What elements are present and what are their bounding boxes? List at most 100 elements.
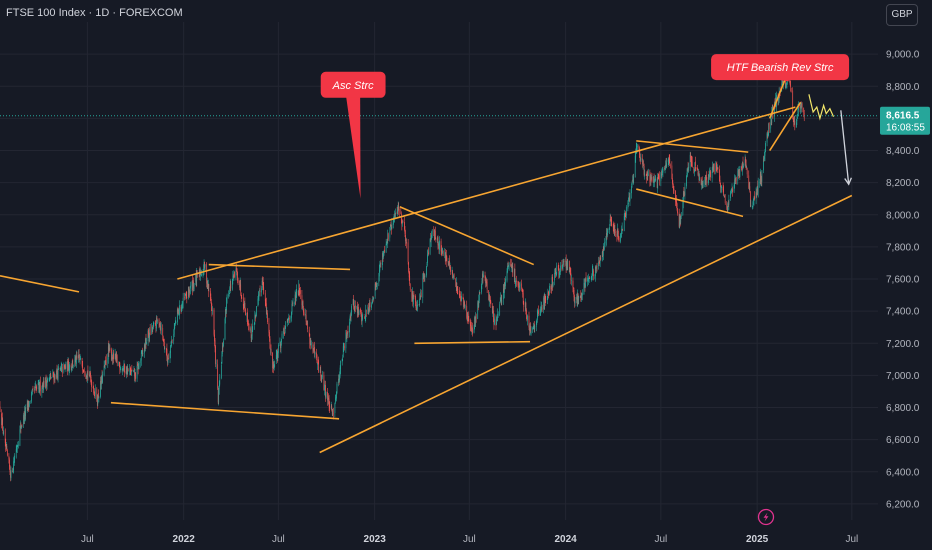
candle-body — [540, 306, 542, 313]
candle-body — [13, 460, 15, 463]
candle-body — [667, 159, 669, 162]
candle-body — [152, 323, 154, 329]
candle-body — [763, 157, 765, 159]
candle-body — [100, 380, 102, 385]
currency-selector[interactable]: GBP — [886, 4, 918, 26]
price-tag-price: 8,616.5 — [886, 111, 920, 122]
candle-body — [24, 410, 25, 422]
candle-body — [755, 192, 757, 199]
candle-body — [673, 189, 675, 191]
candle-body — [525, 302, 527, 310]
candle-body — [236, 268, 238, 272]
callout-asc: Asc Strc — [320, 71, 386, 199]
candle-body — [786, 81, 788, 84]
candle-body — [711, 171, 713, 179]
candle-body — [662, 169, 664, 173]
candle-body — [639, 153, 641, 158]
candle-body — [456, 288, 458, 289]
candle-body — [364, 318, 366, 320]
candle-body — [643, 165, 645, 175]
candle-body — [683, 191, 685, 197]
candle-body — [195, 274, 197, 283]
candle-body — [406, 242, 407, 244]
candle-body — [632, 179, 633, 181]
candle-body — [402, 221, 404, 222]
candle-body — [284, 332, 285, 334]
candle-body — [752, 206, 753, 207]
candle-body — [306, 323, 308, 324]
candle-body — [565, 261, 566, 262]
candle-body — [126, 367, 128, 375]
lightning-icon[interactable] — [757, 508, 775, 526]
candle-body — [277, 352, 279, 358]
candle-body — [439, 240, 440, 250]
candle-body — [655, 178, 656, 181]
candle-body — [387, 232, 389, 245]
candle-body — [182, 303, 183, 305]
candle-body — [263, 287, 265, 294]
candle-body — [516, 280, 517, 282]
candle-body — [382, 253, 383, 266]
candle-body — [180, 306, 182, 312]
candle-body — [472, 327, 473, 334]
trendline — [636, 140, 749, 153]
candle-body — [757, 185, 759, 192]
candle-body — [584, 282, 585, 285]
candle-body — [54, 375, 56, 380]
candle-body — [463, 301, 465, 307]
candle-body — [563, 261, 565, 262]
candle-body — [673, 185, 674, 190]
candle-body — [419, 297, 421, 299]
candle-body — [613, 225, 615, 234]
trendline — [208, 263, 351, 271]
candle-body — [276, 354, 278, 356]
candle-body — [151, 325, 153, 335]
candle-body — [140, 359, 142, 363]
candle-body — [793, 120, 795, 125]
candle-body — [141, 351, 143, 353]
x-tick-label: 2022 — [173, 534, 196, 545]
candle-body — [618, 235, 619, 239]
candle-body — [184, 296, 186, 299]
candle-body — [368, 310, 370, 312]
candle-body — [356, 306, 358, 309]
candle-body — [423, 276, 425, 278]
candle-body — [742, 162, 743, 171]
candle-body — [63, 364, 65, 372]
candle-body — [600, 257, 602, 260]
last-price-tag: 8,616.5 16:08:55 — [880, 106, 930, 135]
candle-body — [244, 302, 246, 309]
candle-body — [662, 171, 663, 173]
candle-body — [438, 243, 439, 246]
candle-body — [693, 167, 695, 172]
x-tick-label: Jul — [845, 534, 858, 545]
candle-body — [555, 275, 557, 277]
candle-body — [192, 282, 194, 289]
candle-body — [171, 340, 173, 342]
candle-body — [42, 384, 44, 390]
candle-body — [785, 86, 787, 89]
candle-body — [314, 352, 316, 355]
candle-body — [237, 280, 239, 283]
candle-body — [298, 284, 300, 293]
candle-body — [354, 305, 356, 311]
candle-body — [163, 341, 165, 347]
candle-body — [781, 80, 783, 83]
candle-body — [457, 289, 459, 290]
candle-body — [68, 369, 70, 371]
candle-body — [349, 316, 351, 324]
candle-body — [607, 228, 609, 230]
candle-body — [691, 161, 693, 168]
candle-body — [119, 362, 121, 370]
candle-body — [294, 294, 296, 303]
candle-body — [34, 386, 36, 391]
candle-body — [246, 312, 248, 317]
candle-body — [614, 231, 616, 233]
candle-body — [365, 310, 367, 312]
candle-body — [647, 175, 649, 176]
candle-body — [385, 243, 387, 253]
candle-body — [107, 358, 109, 363]
candle-body — [250, 327, 252, 339]
forecast-arrow-line — [840, 110, 850, 185]
